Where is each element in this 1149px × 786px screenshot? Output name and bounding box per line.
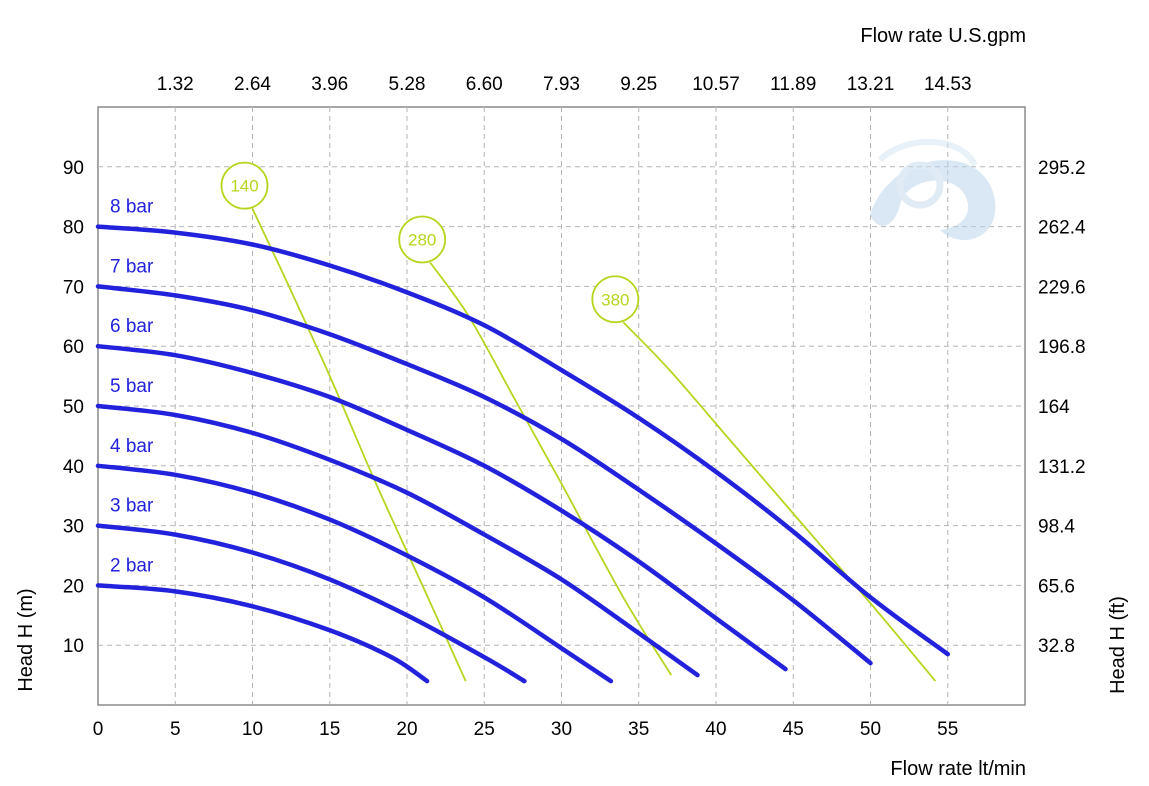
y-right-tick-label: 295.2: [1038, 158, 1086, 179]
pump-curve-label: 6 bar: [110, 316, 154, 337]
x-tick-label: 35: [628, 719, 649, 740]
efficiency-badge: [220, 161, 269, 210]
x-top-tick-label: 3.96: [311, 74, 348, 95]
x-axis-top-ticks: 1.32 2.64 3.96 5.28 6.60 7.93 9.25 10.57 11.89 13…: [157, 74, 972, 95]
y-right-tick-label: 262.4: [1038, 218, 1086, 239]
efficiency-badge: [591, 275, 640, 324]
x-axis-bottom-title: Flow rate lt/min: [890, 758, 1026, 780]
y-right-tick-label: 98.4: [1038, 517, 1075, 538]
x-top-tick-label: 1.32: [157, 74, 194, 95]
x-tick-label: 20: [396, 719, 417, 740]
x-tick-label: 50: [860, 719, 881, 740]
grid: [98, 107, 1025, 705]
x-top-tick-label: 13.21: [847, 74, 895, 95]
y-right-tick-label: 65.6: [1038, 576, 1075, 597]
y-right-tick-label: 32.8: [1038, 636, 1075, 657]
x-tick-label: 0: [93, 719, 104, 740]
y-right-tick-label: 131.2: [1038, 457, 1086, 478]
y-axis-right-title: Head H (ft): [1107, 596, 1129, 694]
pump-curve-label: 2 bar: [110, 555, 154, 576]
y-axis-right-ticks: 32.8 65.6 98.4 131.2 164 196.8 229.6 262.4 295.2: [1038, 158, 1086, 657]
x-tick-label: 5: [170, 719, 181, 740]
pump-curve-label: 3 bar: [110, 496, 154, 517]
pump-curve: [95, 343, 788, 672]
efficiency-line: [622, 321, 937, 682]
x-top-tick-label: 5.28: [389, 74, 426, 95]
efficiency-labels: 140 280 380: [220, 161, 640, 324]
y-tick-label: 50: [63, 397, 84, 418]
x-tick-label: 25: [474, 719, 495, 740]
pump-curve: [95, 583, 430, 684]
x-axis-bottom-ticks: 0 5 10 15 20 25 30 35 40 45 50 55: [93, 719, 959, 740]
y-tick-label: 40: [63, 457, 84, 478]
y-tick-label: 30: [63, 517, 84, 538]
pump-curve-label: 5 bar: [110, 376, 154, 397]
watermark-logo: [870, 138, 996, 240]
x-tick-label: 30: [551, 719, 572, 740]
pump-curve: [95, 523, 527, 684]
y-right-tick-label: 164: [1038, 397, 1070, 418]
plot-area: 8 bar 7 bar 6 bar 5 bar 4 bar 3 bar 2 bar 140 2…: [95, 106, 1026, 706]
y-tick-label: 90: [63, 158, 84, 179]
y-axis-left-ticks: 10 20 30 40 50 60 70 80 90: [63, 158, 84, 657]
y-tick-label: 10: [63, 636, 84, 657]
pump-curve: [95, 403, 700, 678]
x-top-tick-label: 14.53: [924, 74, 972, 95]
y-tick-label: 70: [63, 277, 84, 298]
x-tick-label: 10: [242, 719, 263, 740]
pump-curve-label: 8 bar: [110, 197, 154, 218]
y-right-tick-label: 196.8: [1038, 337, 1086, 358]
efficiency-label: 280: [408, 230, 436, 249]
x-tick-label: 40: [705, 719, 726, 740]
pump-curve: [95, 463, 614, 684]
x-top-tick-label: 2.64: [234, 74, 271, 95]
x-tick-label: 45: [783, 719, 804, 740]
x-tick-label: 15: [319, 719, 340, 740]
efficiency-line: [251, 208, 467, 682]
x-top-tick-label: 7.93: [543, 74, 580, 95]
x-tick-label: 55: [937, 719, 958, 740]
pump-curve: [95, 284, 873, 666]
x-top-tick-label: 9.25: [620, 74, 657, 95]
pump-curve-label: 7 bar: [110, 256, 154, 277]
pump-curves: [95, 224, 951, 684]
x-axis-top-title: Flow rate U.S.gpm: [860, 25, 1026, 47]
curve-labels: 8 bar 7 bar 6 bar 5 bar 4 bar 3 bar 2 bar: [110, 197, 154, 577]
y-tick-label: 60: [63, 337, 84, 358]
y-axis-left-title: Head H (m): [15, 588, 37, 691]
efficiency-label: 380: [601, 290, 629, 309]
pump-curve: [95, 224, 951, 657]
x-top-tick-label: 11.89: [770, 74, 816, 95]
y-tick-label: 80: [63, 218, 84, 239]
pump-curve-label: 4 bar: [110, 436, 154, 457]
x-top-tick-label: 10.57: [692, 74, 740, 95]
efficiency-label: 140: [230, 177, 258, 196]
y-tick-label: 20: [63, 576, 84, 597]
y-right-tick-label: 229.6: [1038, 277, 1086, 298]
efficiency-badge: [398, 215, 447, 264]
x-top-tick-label: 6.60: [466, 74, 503, 95]
